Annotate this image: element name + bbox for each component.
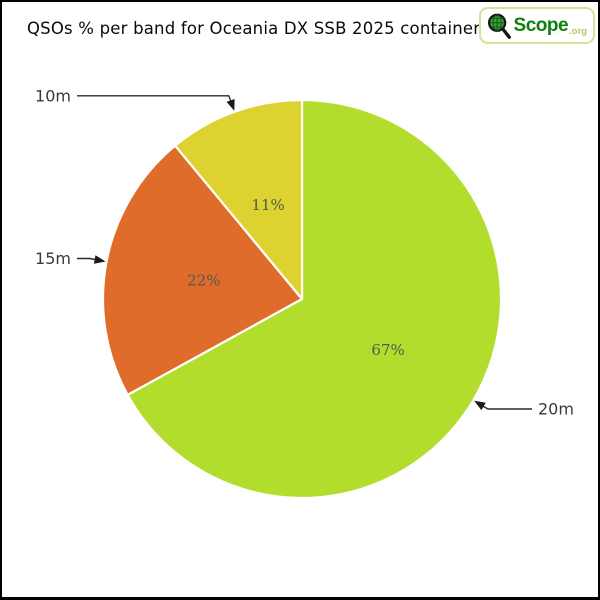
qscope-logo[interactable]: Scope .org [478, 7, 595, 44]
callout-arrow-icon-15m [93, 255, 106, 264]
slice-percent-label-15m: 22% [187, 271, 220, 289]
logo-tld-text: .org [569, 25, 587, 37]
callout-label-15m: 15m [35, 249, 71, 268]
pie-slice-15m [101, 144, 304, 396]
callout-label-10m: 10m [35, 86, 71, 105]
logo-brand-text: Scope [513, 15, 569, 36]
callout-label-20m: 20m [538, 400, 574, 419]
callout-line-10m [77, 95, 233, 104]
chart-title: QSOs % per band for Oceania DX SSB 2025 … [27, 19, 485, 38]
callout-line-15m [77, 257, 98, 261]
callout-arrow-icon-20m [474, 400, 486, 411]
pie-slice-20m [126, 98, 503, 500]
slice-percent-label-10m: 11% [251, 196, 284, 214]
magnifier-globe-icon [487, 13, 511, 39]
callout-line-20m [480, 404, 532, 410]
slice-percent-label-20m: 67% [371, 341, 404, 359]
callout-arrow-icon-10m [226, 99, 235, 111]
pie-slice-10m [174, 98, 304, 301]
